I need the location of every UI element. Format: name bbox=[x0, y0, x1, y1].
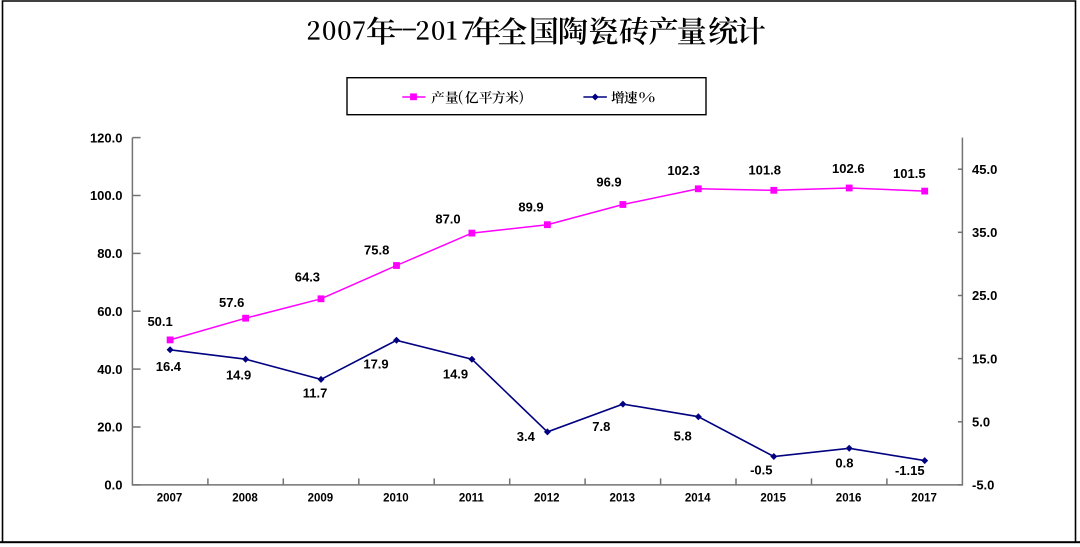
svg-text:0.0: 0.0 bbox=[104, 478, 122, 493]
svg-text:2012: 2012 bbox=[534, 493, 560, 505]
svg-text:57.6: 57.6 bbox=[219, 295, 244, 310]
svg-text:60.0: 60.0 bbox=[97, 304, 122, 319]
svg-text:40.0: 40.0 bbox=[97, 362, 122, 377]
svg-text:2016: 2016 bbox=[836, 493, 862, 505]
svg-text:5.0: 5.0 bbox=[972, 415, 990, 430]
svg-text:102.3: 102.3 bbox=[667, 163, 700, 178]
svg-text:25.0: 25.0 bbox=[972, 288, 997, 303]
svg-text:2009: 2009 bbox=[308, 493, 334, 505]
svg-text:-5.0: -5.0 bbox=[972, 478, 994, 493]
svg-text:2013: 2013 bbox=[610, 493, 636, 505]
svg-text:11.7: 11.7 bbox=[303, 385, 328, 400]
svg-text:101.8: 101.8 bbox=[748, 163, 781, 178]
svg-text:50.1: 50.1 bbox=[147, 314, 172, 329]
svg-text:2014: 2014 bbox=[685, 493, 711, 505]
svg-text:7.8: 7.8 bbox=[592, 419, 610, 434]
svg-text:87.0: 87.0 bbox=[435, 212, 460, 227]
svg-text:17.9: 17.9 bbox=[363, 357, 388, 372]
svg-text:15.0: 15.0 bbox=[972, 351, 997, 366]
svg-text:2008: 2008 bbox=[232, 493, 258, 505]
svg-text:0.8: 0.8 bbox=[835, 455, 853, 470]
svg-text:5.8: 5.8 bbox=[674, 428, 692, 443]
svg-text:2011: 2011 bbox=[459, 493, 485, 505]
svg-text:2010: 2010 bbox=[383, 493, 409, 505]
svg-text:2015: 2015 bbox=[760, 493, 786, 505]
svg-text:100.0: 100.0 bbox=[90, 188, 123, 203]
svg-text:80.0: 80.0 bbox=[97, 246, 122, 261]
svg-text:-1.15: -1.15 bbox=[895, 463, 925, 478]
svg-text:20.0: 20.0 bbox=[97, 420, 122, 435]
svg-text:120.0: 120.0 bbox=[90, 130, 123, 145]
svg-text:101.5: 101.5 bbox=[893, 166, 926, 181]
svg-text:14.9: 14.9 bbox=[226, 367, 251, 382]
svg-text:96.9: 96.9 bbox=[596, 174, 621, 189]
svg-text:2007: 2007 bbox=[157, 493, 183, 505]
svg-text:14.9: 14.9 bbox=[443, 367, 468, 382]
svg-text:2017: 2017 bbox=[911, 493, 937, 505]
svg-text:75.8: 75.8 bbox=[364, 243, 389, 258]
svg-text:16.4: 16.4 bbox=[156, 359, 182, 374]
svg-text:64.3: 64.3 bbox=[295, 270, 320, 285]
svg-text:45.0: 45.0 bbox=[972, 162, 997, 177]
svg-text:89.9: 89.9 bbox=[518, 199, 543, 214]
svg-text:102.6: 102.6 bbox=[832, 161, 865, 176]
svg-text:-0.5: -0.5 bbox=[750, 463, 772, 478]
svg-text:35.0: 35.0 bbox=[972, 225, 997, 240]
svg-text:3.4: 3.4 bbox=[517, 429, 536, 444]
